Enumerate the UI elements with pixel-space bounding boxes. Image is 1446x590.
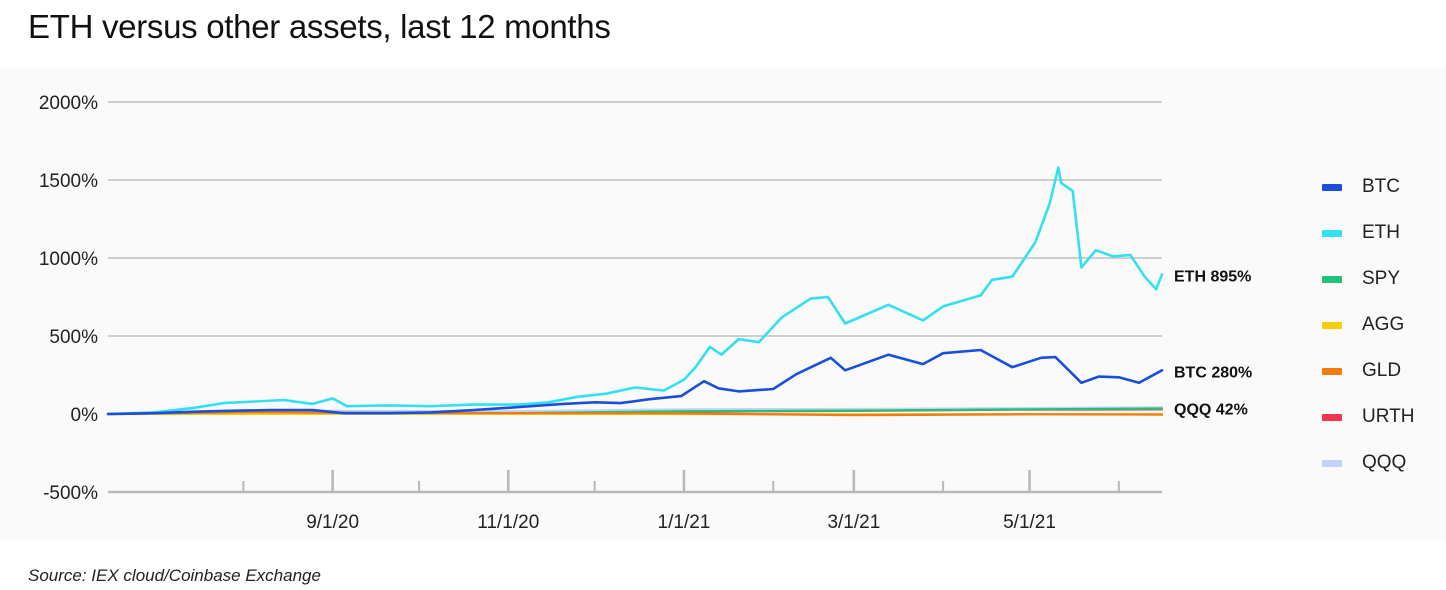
- end-label-btc: BTC 280%: [1174, 364, 1252, 381]
- legend-item-eth: ETH: [1322, 210, 1442, 256]
- x-tick-label: 3/1/21: [827, 512, 880, 533]
- chart-title: ETH versus other assets, last 12 months: [28, 8, 611, 45]
- legend-swatch: [1322, 275, 1342, 283]
- y-tick-label: 0%: [71, 405, 99, 426]
- chart-panel: 2000% 1500% 1000% 500% 0% -500% 9/1/20 11/1/20 1…: [0, 68, 1446, 540]
- legend-label: ETH: [1362, 222, 1400, 243]
- series-line-eth: [106, 166, 1164, 416]
- legend-swatch: [1322, 459, 1342, 467]
- y-tick-label: 1000%: [39, 249, 98, 270]
- chart-legend: BTC ETH SPY AGG GLD URTH QQQ: [1322, 164, 1442, 486]
- legend-label: QQQ: [1362, 452, 1407, 473]
- legend-label: AGG: [1362, 314, 1405, 335]
- legend-swatch: [1322, 183, 1342, 191]
- legend-label: SPY: [1362, 268, 1401, 289]
- legend-item-btc: BTC: [1322, 164, 1442, 210]
- legend-label: URTH: [1362, 406, 1415, 427]
- y-tick-label: 1500%: [39, 171, 98, 192]
- legend-swatch: [1322, 229, 1342, 237]
- legend-label: GLD: [1362, 360, 1402, 381]
- series-line-gld: [106, 411, 1164, 417]
- y-tick-label: -500%: [43, 483, 98, 504]
- y-tick-label: 500%: [49, 327, 98, 348]
- legend-swatch: [1322, 367, 1342, 375]
- legend-swatch: [1322, 321, 1342, 329]
- source-note: Source: IEX cloud/Coinbase Exchange: [28, 566, 321, 585]
- line-chart: 2000% 1500% 1000% 500% 0% -500% 9/1/20 11/1/20 1…: [39, 93, 1252, 533]
- legend-item-urth: URTH: [1322, 394, 1442, 440]
- series-line-btc: [106, 348, 1164, 416]
- x-tick-label: 11/1/20: [477, 512, 539, 533]
- legend-swatch: [1322, 413, 1342, 421]
- x-tick-label: 5/1/21: [1003, 512, 1056, 533]
- x-tick-label: 9/1/20: [306, 512, 359, 533]
- x-tick-label: 1/1/21: [658, 512, 711, 533]
- end-label-eth: ETH 895%: [1174, 268, 1251, 285]
- end-label-qqq: QQQ 42%: [1174, 401, 1248, 418]
- legend-item-qqq: QQQ: [1322, 440, 1442, 486]
- legend-item-gld: GLD: [1322, 348, 1442, 394]
- legend-item-spy: SPY: [1322, 256, 1442, 302]
- legend-item-agg: AGG: [1322, 302, 1442, 348]
- legend-label: BTC: [1362, 176, 1400, 197]
- y-tick-label: 2000%: [39, 93, 98, 114]
